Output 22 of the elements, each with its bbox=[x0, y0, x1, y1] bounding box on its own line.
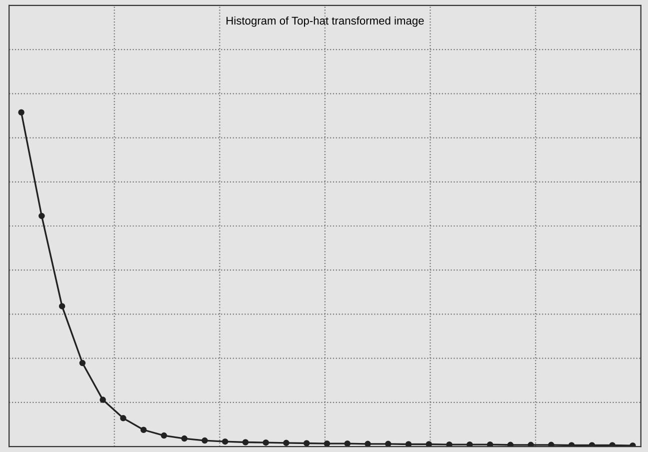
point bbox=[18, 109, 24, 116]
point bbox=[426, 441, 432, 447]
chart-title: Histogram of Top-hat transformed image bbox=[226, 16, 424, 27]
point bbox=[100, 396, 106, 403]
point bbox=[304, 440, 310, 446]
point bbox=[160, 432, 168, 439]
point bbox=[242, 439, 249, 446]
point bbox=[38, 212, 45, 220]
point bbox=[262, 439, 269, 446]
point bbox=[120, 415, 126, 422]
point bbox=[486, 441, 494, 447]
point bbox=[181, 435, 188, 442]
point bbox=[344, 440, 351, 447]
point bbox=[58, 303, 66, 310]
point bbox=[79, 360, 86, 366]
point bbox=[324, 440, 330, 447]
point bbox=[507, 442, 514, 447]
point bbox=[405, 441, 412, 447]
point bbox=[222, 438, 228, 445]
point bbox=[140, 426, 147, 433]
point bbox=[202, 437, 208, 444]
point bbox=[283, 440, 290, 446]
